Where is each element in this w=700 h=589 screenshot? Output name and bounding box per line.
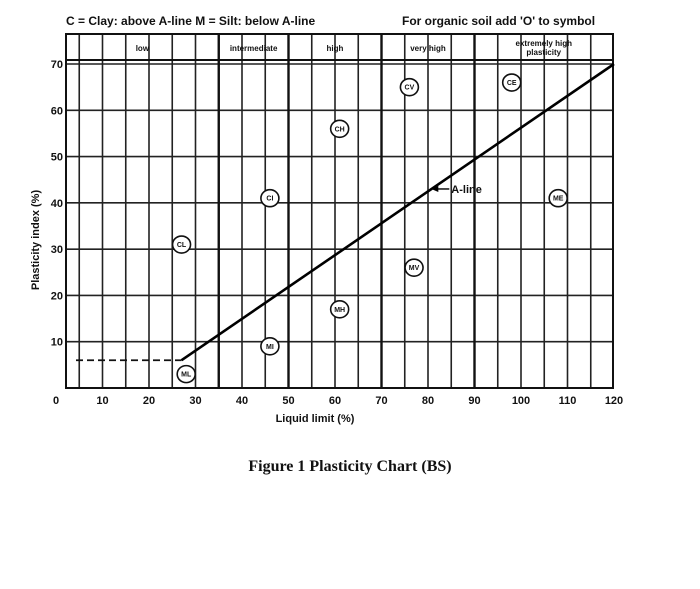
x-tick-label: 100 [512, 395, 530, 407]
soil-symbol-ce: CE [501, 73, 522, 92]
a-line-label: A-line [451, 184, 482, 196]
y-tick-label: 50 [51, 152, 63, 164]
x-tick-label: 40 [236, 395, 248, 407]
y-axis-label: Plasticity index (%) [30, 190, 42, 291]
zone-label: extremely high [516, 39, 573, 48]
a-line-arrowhead [431, 185, 439, 192]
symbol-circle [404, 258, 424, 277]
figure-caption: Figure 1 Plasticity Chart (BS) [248, 458, 452, 475]
plot-frame [65, 33, 614, 389]
a-line [180, 62, 615, 362]
symbol-circle [329, 300, 350, 319]
symbol-label: CL [177, 242, 187, 249]
grid-lines [65, 33, 614, 389]
symbol-label: MI [266, 344, 274, 351]
symbol-circle [399, 77, 420, 97]
symbol-label: ME [553, 196, 564, 203]
symbol-label: CH [335, 126, 345, 133]
header-right: For organic soil add 'O' to symbol [402, 14, 595, 28]
symbol-label: MH [334, 307, 345, 314]
symbol-label: CI [266, 196, 273, 203]
symbol-circle [501, 73, 522, 92]
y-tick-label: 70 [51, 59, 63, 71]
x-tick-label: 120 [605, 395, 623, 407]
x-tick-label: 10 [96, 395, 108, 407]
symbol-label: CV [405, 85, 415, 92]
y-tick-label: 20 [51, 290, 63, 302]
symbol-label: CE [507, 80, 517, 87]
axis-ticks: 0 10 20 30 40 50 60 70 80 90 100 110 120 10 20 30 40 50 60… [51, 59, 623, 407]
header-left: C = Clay: above A-line M = Silt: below A… [66, 14, 315, 28]
symbol-circle [171, 235, 192, 254]
soil-symbols: CL ML CI MI CH MH CV MV CE ME [171, 73, 569, 384]
soil-symbol-mi: MI [260, 337, 280, 356]
symbol-label: ML [181, 372, 192, 379]
soil-symbol-ch: CH [329, 119, 350, 139]
x-tick-label: 70 [375, 395, 387, 407]
x-axis-label: Liquid limit (%) [276, 413, 355, 425]
y-tick-label: 10 [51, 337, 63, 349]
x-tick-label: 20 [143, 395, 155, 407]
y-tick-label: 40 [51, 198, 63, 210]
soil-symbol-me: ME [548, 188, 569, 208]
plasticity-zones: low intermediate high very high extremely hi… [136, 34, 572, 388]
soil-symbol-ci: CI [260, 188, 280, 208]
zone-label: high [327, 44, 344, 53]
symbol-circle [329, 119, 350, 139]
x-tick-label: 110 [559, 395, 577, 407]
y-tick-label: 60 [51, 105, 63, 117]
x-tick-label: 50 [282, 395, 294, 407]
symbol-label: MV [409, 265, 420, 272]
symbol-circle [260, 188, 280, 208]
zone-label: plasticity [526, 48, 561, 57]
x-tick-label: 60 [329, 395, 341, 407]
x-tick-label: 90 [468, 395, 480, 407]
y-tick-label: 30 [51, 244, 63, 256]
symbol-circle [260, 337, 280, 356]
soil-symbol-mv: MV [404, 258, 424, 277]
soil-symbol-cl: CL [171, 235, 192, 254]
symbol-circle [548, 188, 569, 208]
x-tick-label: 30 [189, 395, 201, 407]
soil-symbol-ml: ML [176, 364, 196, 384]
zone-label: very high [410, 44, 446, 53]
soil-symbol-mh: MH [329, 300, 350, 319]
x-tick-label: 0 [53, 395, 59, 407]
symbol-circle [176, 364, 196, 384]
zone-label: intermediate [230, 44, 278, 53]
chart-lines: A-line [76, 62, 615, 362]
soil-symbol-cv: CV [399, 77, 420, 97]
zone-label: low [136, 44, 150, 53]
plasticity-chart: C = Clay: above A-line M = Silt: below A… [30, 14, 623, 425]
x-tick-label: 80 [422, 395, 434, 407]
